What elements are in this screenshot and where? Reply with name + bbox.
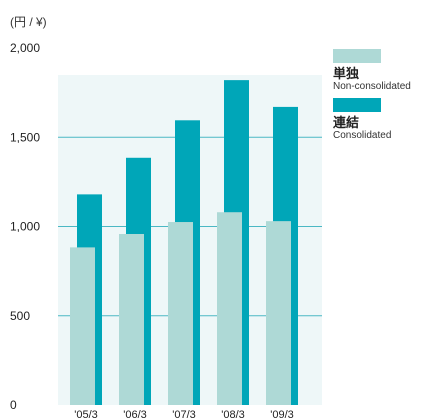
legend-label-en: Consolidated	[333, 130, 392, 141]
y-tick-label: 500	[10, 309, 30, 323]
y-tick-label: 1,500	[10, 130, 40, 144]
bar-non-consolidated	[70, 247, 95, 405]
bar-non-consolidated	[266, 221, 291, 405]
legend: 単独 Non-consolidated 連結 Consolidated	[333, 49, 431, 147]
legend-label-jp: 連結	[333, 115, 360, 130]
legend-item-consolidated: 連結 Consolidated	[333, 98, 431, 141]
bar-non-consolidated	[217, 212, 242, 405]
x-tick-label: '06/3	[123, 409, 147, 420]
x-tick-label: '09/3	[270, 409, 294, 420]
y-tick-label: 1,000	[10, 220, 40, 234]
legend-item-non-consolidated: 単独 Non-consolidated	[333, 49, 431, 92]
x-tick-label: '08/3	[221, 409, 245, 420]
bar-non-consolidated	[168, 222, 193, 405]
unit-label: (円 / ¥)	[10, 15, 47, 29]
x-tick-label: '05/3	[74, 409, 98, 420]
x-tick-label: '07/3	[172, 409, 196, 420]
legend-label-en: Non-consolidated	[333, 81, 411, 92]
legend-swatch-non-consolidated	[333, 49, 381, 63]
bar-non-consolidated	[119, 233, 144, 405]
y-tick-label: 2,000	[10, 41, 40, 55]
y-tick-label: 0	[10, 398, 17, 412]
legend-label-jp: 単独	[333, 66, 360, 81]
legend-swatch-consolidated	[333, 98, 381, 112]
